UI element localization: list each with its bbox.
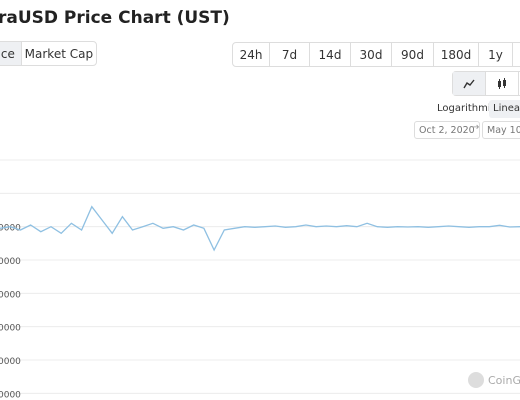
y-tick-label: 0000 <box>0 224 21 234</box>
range-group: 24h 7d 14d 30d 90d 180d 1y <box>232 42 520 67</box>
date-arrow: → <box>471 122 480 133</box>
date-to[interactable]: May 10, <box>482 121 520 139</box>
range-button[interactable]: 90d <box>391 43 433 66</box>
range-button[interactable] <box>512 43 520 66</box>
tab[interactable]: Market Cap <box>20 42 96 65</box>
log-scale-button[interactable]: Logarithmic <box>437 100 496 118</box>
candle-chart-button[interactable] <box>485 72 518 95</box>
watermark: CoinGe <box>468 372 520 388</box>
date-from[interactable]: Oct 2, 2020 <box>414 121 480 139</box>
range-button[interactable]: 1y <box>478 43 512 66</box>
range-button[interactable]: 30d <box>350 43 391 66</box>
page-title: raUSD Price Chart (UST) <box>0 8 230 28</box>
tab-group: ce Market Cap <box>0 41 97 66</box>
range-button[interactable]: 24h <box>239 47 263 62</box>
linear-scale-button[interactable]: Linear <box>489 100 520 118</box>
y-tick-label: 0000 <box>0 357 21 367</box>
range-button[interactable]: 14d <box>309 43 350 66</box>
y-tick-label: 0000 <box>0 324 21 334</box>
range-button[interactable]: 180d <box>433 43 478 66</box>
y-tick-label: 0000 <box>0 257 21 267</box>
tab[interactable]: ce <box>0 42 21 65</box>
line-chart-button[interactable] <box>453 72 485 95</box>
log-label: Logarithmic <box>437 103 497 114</box>
watermark-text: CoinGe <box>488 373 520 387</box>
price-line <box>0 205 520 252</box>
y-tick-label: 0000 <box>0 390 21 400</box>
range-button[interactable]: 7d <box>269 43 309 66</box>
other-chart-button[interactable] <box>518 72 520 95</box>
chart-type-group <box>452 71 520 96</box>
y-tick-label: 0000 <box>0 290 21 300</box>
